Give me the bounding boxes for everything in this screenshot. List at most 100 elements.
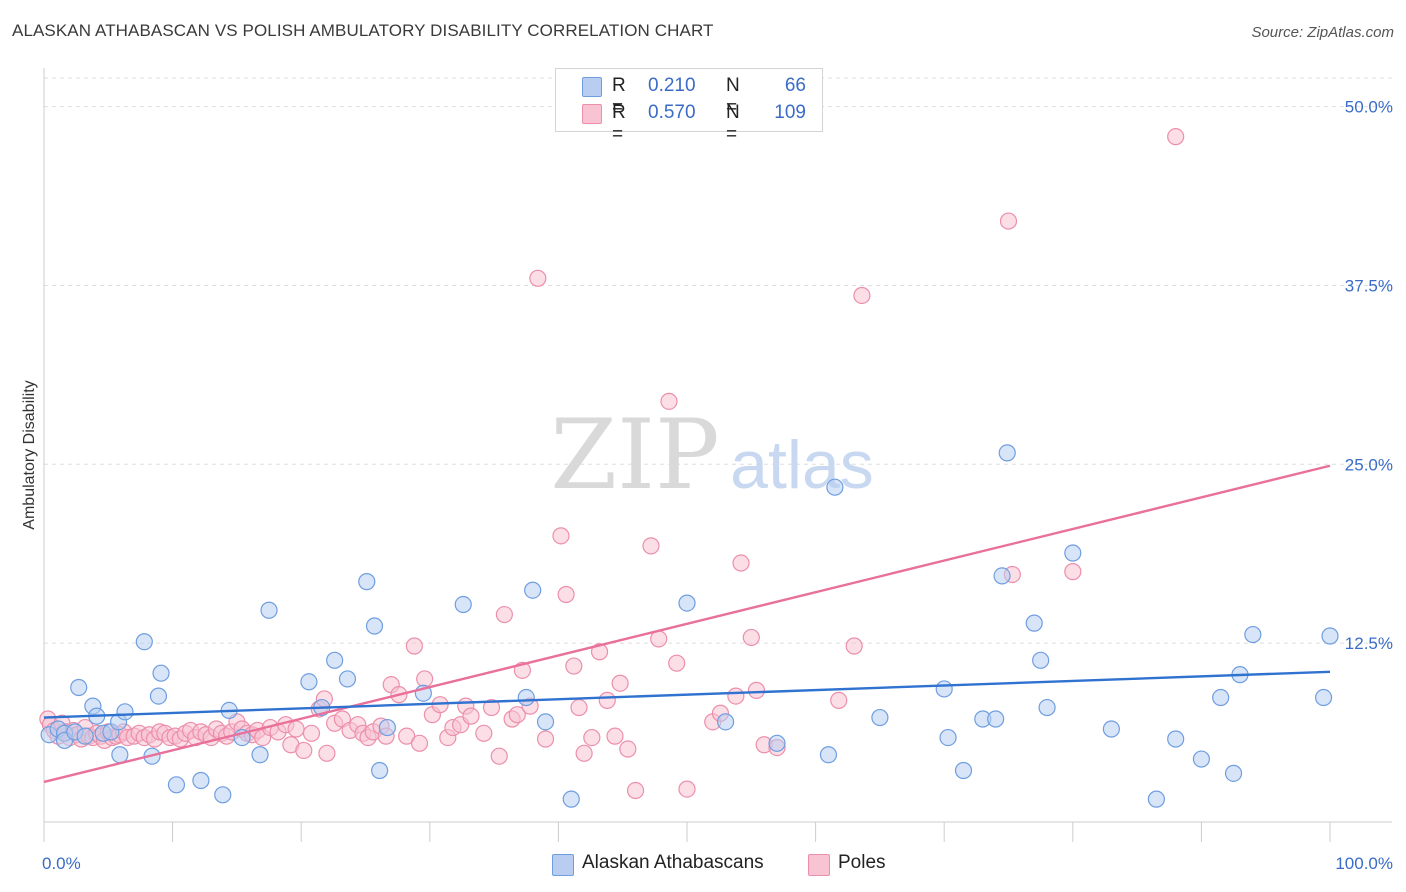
poles-point: [557, 585, 575, 604]
poles-point: [287, 720, 305, 738]
athabascan-point: [251, 746, 269, 764]
poles-point: [416, 670, 434, 688]
athabascan-point: [819, 746, 838, 764]
poles-point: [678, 780, 696, 798]
correlation-legend: R = 0.210 N = 66 R = 0.570 N = 109: [555, 68, 823, 145]
legend-n-label: N =: [726, 102, 740, 145]
athabascan-point: [1192, 750, 1211, 768]
athabascan-point: [300, 673, 318, 691]
legend-r-value: 0.570: [648, 102, 696, 123]
athabascan-point: [1224, 764, 1243, 782]
athabascan-point: [1038, 698, 1056, 717]
legend-r-value: 0.210: [648, 75, 696, 96]
poles-point: [590, 643, 609, 661]
y-tick-label: 12.5%: [1345, 634, 1393, 653]
source-label: Source: ZipAtlas.com: [1251, 24, 1394, 41]
poles-point: [318, 744, 336, 762]
y-tick-label: 50.0%: [1345, 98, 1393, 117]
athabascan-point: [562, 790, 580, 808]
legend-n-value: 66: [784, 75, 806, 96]
athabascan-point: [365, 617, 384, 635]
poles-point: [302, 724, 321, 742]
poles-point: [642, 537, 660, 555]
legend-swatch-pink: [808, 854, 830, 876]
poles-point: [845, 637, 863, 655]
legend-r-label: R =: [612, 75, 626, 118]
athabascan-point: [167, 776, 186, 794]
x-tick-label: 100.0%: [1335, 854, 1393, 873]
athabascan-point: [1032, 651, 1050, 669]
poles-point: [565, 657, 583, 675]
poles-point: [853, 286, 871, 305]
y-tick-label: 37.5%: [1345, 276, 1393, 295]
athabascan-point: [358, 573, 376, 591]
athabascan-point: [326, 651, 344, 669]
athabascan-points: [40, 444, 1339, 808]
athabascan-point: [768, 734, 786, 752]
poles-point: [999, 212, 1018, 230]
legend-label-athabascans: Alaskan Athabascans: [582, 852, 764, 873]
athabascan-point: [338, 670, 357, 688]
athabascan-point: [454, 595, 472, 614]
athabascan-point: [214, 786, 232, 804]
athabascan-point: [1244, 625, 1262, 644]
athabascan-point: [517, 688, 535, 707]
poles-point: [1167, 128, 1185, 146]
legend-swatch-pink: [582, 104, 602, 124]
trend-lines: [43, 464, 1331, 784]
athabascan-point: [371, 761, 389, 780]
axes: [43, 68, 1392, 842]
athabascan-point: [76, 727, 94, 745]
athabascan-point: [152, 664, 170, 682]
poles-point: [830, 691, 848, 709]
legend-n-label: N =: [726, 75, 740, 118]
athabascan-trend-line: [43, 670, 1331, 719]
poles-point: [410, 734, 429, 752]
legend-label-poles: Poles: [838, 852, 886, 873]
athabascan-point: [378, 718, 396, 737]
poles-point: [611, 674, 629, 692]
athabascan-point: [987, 710, 1005, 728]
poles-point: [529, 269, 547, 287]
legend-swatch-blue: [552, 854, 574, 876]
poles-point: [1064, 563, 1082, 581]
athabascan-point: [1025, 614, 1043, 632]
y-tick-label: 25.0%: [1345, 455, 1393, 474]
athabascan-point: [826, 478, 844, 496]
poles-point: [742, 628, 760, 647]
legend-swatch-blue: [582, 77, 602, 97]
athabascan-point: [192, 771, 210, 790]
grid-lines: [44, 77, 1392, 644]
athabascan-point: [1314, 688, 1333, 707]
athabascan-point: [993, 567, 1011, 585]
poles-point: [606, 727, 624, 745]
poles-point: [295, 741, 313, 760]
poles-point: [660, 392, 678, 410]
chart-title: ALASKAN ATHABASCAN VS POLISH AMBULATORY …: [12, 21, 714, 40]
athabascan-point: [116, 703, 134, 721]
watermark-zip: ZIP: [550, 399, 719, 511]
poles-point: [598, 691, 616, 709]
poles-trend-line: [43, 464, 1331, 784]
athabascan-point: [678, 594, 696, 612]
poles-point: [552, 527, 570, 545]
series-legend: Alaskan Athabascans Poles: [0, 852, 1406, 878]
athabascan-point: [135, 633, 153, 651]
athabascan-point: [1147, 790, 1165, 808]
athabascan-point: [1212, 688, 1230, 707]
watermark-atlas: atlas: [730, 427, 874, 503]
watermark: ZIP atlas: [550, 399, 873, 511]
poles-point: [727, 687, 745, 705]
poles-point: [398, 727, 416, 745]
athabascan-point: [1064, 544, 1082, 562]
athabascan-point: [260, 601, 278, 619]
legend-r-label: R =: [612, 102, 626, 145]
athabascan-point: [70, 678, 88, 697]
athabascan-point: [536, 713, 555, 731]
poles-point: [536, 730, 555, 748]
poles-point: [668, 654, 686, 672]
poles-point: [475, 724, 493, 742]
athabascan-point: [935, 680, 953, 698]
x-tick-label: 0.0%: [42, 854, 81, 873]
